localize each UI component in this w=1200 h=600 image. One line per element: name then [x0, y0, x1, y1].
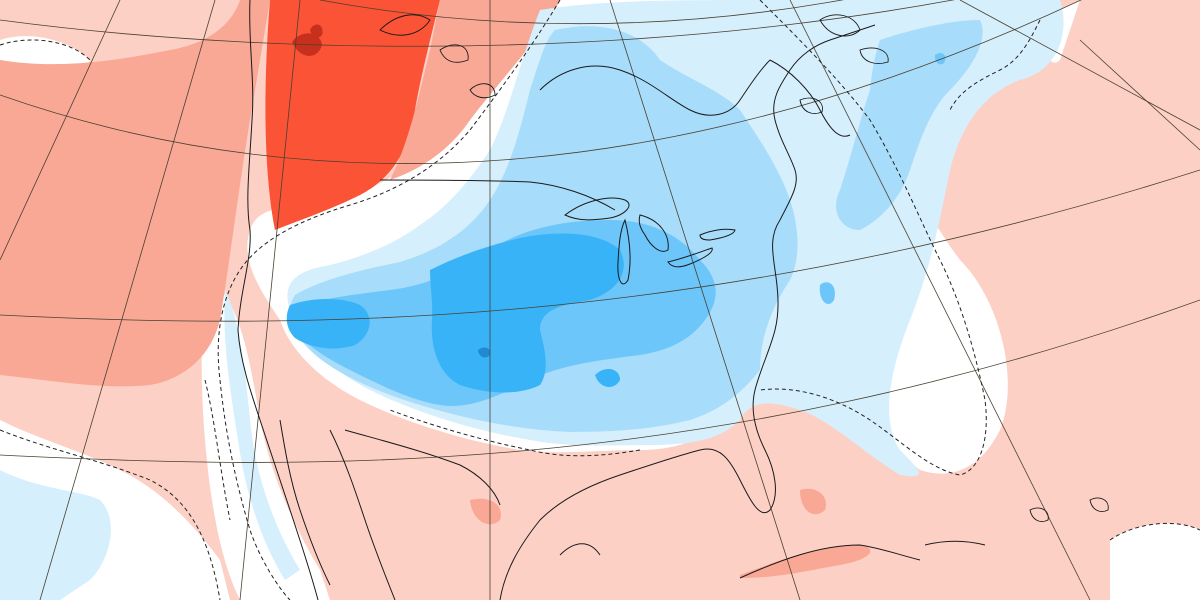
warm-region-texas [470, 498, 501, 525]
coastline-gulf [499, 219, 781, 600]
coastline-atlantic [773, 24, 876, 221]
great-lakes [564, 197, 736, 285]
cold-region-strong [430, 233, 624, 393]
coastline-pacific [237, 0, 319, 600]
lake-huron [638, 214, 669, 252]
coastline-baja [279, 419, 331, 586]
warm-region-cuba [740, 545, 871, 578]
coastline-hudson-bay [539, 59, 771, 116]
coastline-labrador [769, 59, 851, 137]
lake-erie [667, 247, 713, 268]
border-us-mexico [344, 429, 501, 506]
coastline-yucatan [559, 543, 601, 556]
coastline-cuba [739, 544, 921, 579]
coastlines [237, 0, 986, 600]
coastline-hispaniola [924, 540, 986, 546]
arctic-islands [379, 14, 1109, 522]
warm-region-gulf [800, 488, 826, 515]
cold-region-light-east [836, 20, 983, 230]
warm-region-west [0, 0, 270, 387]
cold-region-strong-west [286, 298, 370, 349]
cold-region-east-spot [934, 52, 946, 65]
coastline-mexico-west [329, 429, 396, 600]
cold-region-lightest-sw [0, 470, 111, 600]
lake-superior [564, 197, 630, 221]
border-us-canada [379, 179, 616, 211]
cold-region-darkest [478, 347, 491, 358]
lake-ontario [699, 228, 736, 241]
warm-region-canada-core [265, 0, 440, 230]
cold-region-strong-blob [595, 368, 620, 387]
lake-michigan [617, 218, 631, 285]
cold-region-east-spot-2 [819, 282, 835, 305]
warm-region-canada-peak-2 [310, 24, 323, 38]
